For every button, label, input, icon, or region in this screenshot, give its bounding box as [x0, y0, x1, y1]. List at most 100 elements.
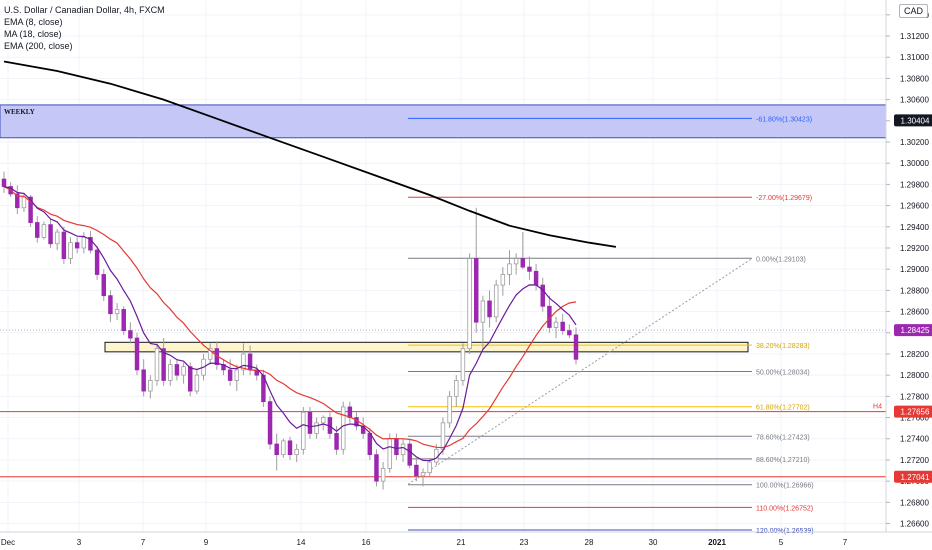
candle-body	[527, 266, 532, 272]
candle-body	[174, 364, 180, 376]
y-tick-label: 1.27200	[900, 456, 929, 465]
support-zone	[104, 341, 749, 353]
candle-body	[340, 406, 346, 450]
x-tick-label: 7	[843, 538, 848, 547]
y-tick-label: 1.29800	[900, 180, 929, 189]
candle-body	[540, 284, 545, 307]
horizontal-line-tag: H4	[873, 404, 882, 411]
x-tick-label: 16	[362, 538, 371, 547]
legend-title: U.S. Dollar / Canadian Dollar, 4h, FXCM	[4, 5, 165, 15]
fib-label: 0.00%(1.29103)	[756, 256, 806, 263]
candle-body	[181, 366, 186, 376]
candle-body	[474, 258, 479, 323]
y-tick-label: 1.30000	[900, 159, 929, 168]
candle-body	[154, 348, 160, 381]
y-tick-label: 1.27800	[900, 392, 929, 401]
fib-label: 120.00%(1.26539)	[756, 528, 814, 535]
candle-body	[467, 258, 472, 350]
y-tick-label: 1.30800	[900, 74, 929, 83]
candle-body	[307, 411, 313, 434]
x-tick-label: 7	[141, 538, 146, 547]
candle-body	[301, 411, 306, 450]
candle-body	[553, 321, 559, 328]
candle-body	[227, 369, 233, 381]
candle-body	[374, 454, 379, 482]
legend-ema200: EMA (200, close)	[4, 41, 73, 51]
indicators	[3, 60, 617, 462]
candle-body	[380, 468, 386, 482]
candle-body	[500, 274, 506, 286]
price-labels: 1.30404 1.28425 1.27656 1.27041	[894, 114, 932, 483]
candle-body	[321, 417, 326, 424]
y-tick-label: 1.28600	[900, 308, 929, 317]
price-label-box	[894, 324, 932, 337]
candle-body	[168, 364, 173, 381]
candle-body	[334, 433, 339, 450]
y-tick-label: 1.31200	[900, 32, 929, 41]
candle-body	[234, 369, 240, 381]
fib-label: 50.00%(1.28034)	[756, 370, 810, 377]
y-tick-label: 1.31000	[900, 53, 929, 62]
fib-label: -61.80%(1.30423)	[756, 116, 812, 123]
price-label-box	[894, 470, 932, 483]
ema8-line	[3, 185, 577, 462]
fib-trend-line	[407, 258, 753, 485]
x-tick-label: Dec	[1, 538, 15, 547]
x-tick-label: 30	[649, 538, 658, 547]
candle-body	[367, 433, 373, 456]
price-label: 1.28425	[901, 326, 930, 335]
candle-body	[108, 295, 113, 315]
fib-label: 61.80%(1.27702)	[756, 405, 810, 412]
fib-label: 100.00%(1.26966)	[756, 483, 814, 490]
candle-body	[427, 461, 432, 474]
y-tick-label: 1.29400	[900, 223, 929, 232]
candle-body	[287, 440, 293, 456]
candle-body	[407, 443, 412, 466]
candle-body	[15, 193, 20, 209]
y-tick-label: 1.27400	[900, 435, 929, 444]
y-tick-label: 1.30200	[900, 138, 929, 147]
y-tick-label: 1.26800	[900, 498, 929, 507]
candle-body	[347, 406, 353, 418]
y-tick-label: 1.28000	[900, 371, 929, 380]
candle-body	[507, 263, 512, 275]
legend-ema8: EMA (8, close)	[4, 17, 63, 27]
candle-body	[68, 242, 73, 259]
y-tick-label: 1.28200	[900, 350, 929, 359]
candle-body	[101, 274, 106, 297]
ma18-line	[3, 185, 577, 449]
candle-body	[520, 258, 526, 268]
x-tick-label: 28	[585, 538, 594, 547]
y-axis-panel	[886, 0, 932, 550]
candle-body	[487, 300, 492, 318]
candle-body	[41, 224, 47, 238]
weekly-zone-label: WEEKLY	[4, 108, 35, 116]
candle-body	[247, 353, 253, 371]
candle-body	[188, 366, 193, 392]
price-label-box	[894, 114, 932, 127]
candle-body	[480, 300, 486, 323]
candle-body	[94, 249, 100, 275]
currency-badge[interactable]: CAD	[898, 4, 928, 18]
candle-body	[447, 395, 452, 424]
candle-body	[134, 337, 140, 371]
candle-body	[207, 348, 213, 360]
candle-body	[387, 438, 392, 469]
candle-body	[88, 236, 93, 251]
candle-body	[1, 178, 7, 187]
candle-body	[194, 374, 200, 392]
price-label: 1.30404	[901, 116, 930, 125]
x-tick-label: 2021	[708, 538, 726, 547]
y-tick-label: 1.28800	[900, 286, 929, 295]
y-tick-label: 1.29000	[900, 265, 929, 274]
legend-ma18: MA (18, close)	[4, 29, 62, 39]
candle-body	[28, 196, 33, 223]
ema200-line	[3, 60, 617, 248]
candle-body	[440, 422, 446, 450]
x-tick-label: 14	[297, 538, 306, 547]
candle-body	[513, 258, 519, 265]
candle-body	[454, 380, 459, 397]
candle-body	[400, 443, 406, 456]
